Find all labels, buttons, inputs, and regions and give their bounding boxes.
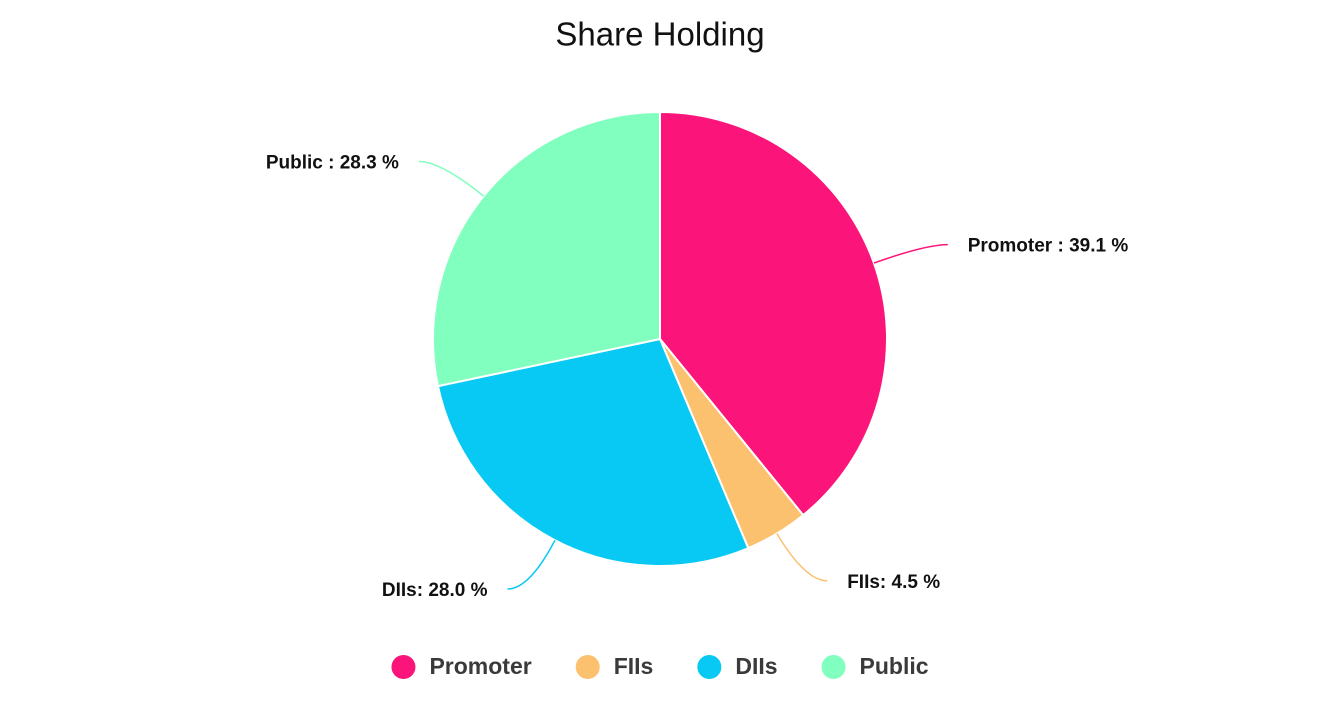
leader-line — [873, 243, 948, 264]
pie-slice — [432, 110, 661, 388]
pie-slice — [436, 337, 750, 567]
data-label: DIIs: 28.0 % — [382, 580, 488, 601]
legend-label: Promoter — [429, 653, 531, 679]
leader-line — [418, 160, 485, 197]
legend-label: DIIs — [735, 653, 777, 679]
data-label: Promoter : 39.1 % — [968, 236, 1129, 257]
pie-slice — [659, 110, 888, 517]
leader-line — [507, 539, 556, 590]
data-label: Public : 28.3 % — [266, 153, 399, 174]
legend-label: FIIs — [614, 653, 654, 679]
data-label: FIIs: 4.5 % — [847, 572, 940, 593]
legend-label: Public — [860, 653, 929, 679]
legend-marker — [821, 655, 846, 679]
legend-marker — [575, 655, 600, 679]
legend-marker — [391, 655, 416, 679]
chart-title: Share Holding — [555, 16, 764, 53]
leader-line — [776, 533, 828, 582]
legend-marker — [697, 655, 722, 679]
